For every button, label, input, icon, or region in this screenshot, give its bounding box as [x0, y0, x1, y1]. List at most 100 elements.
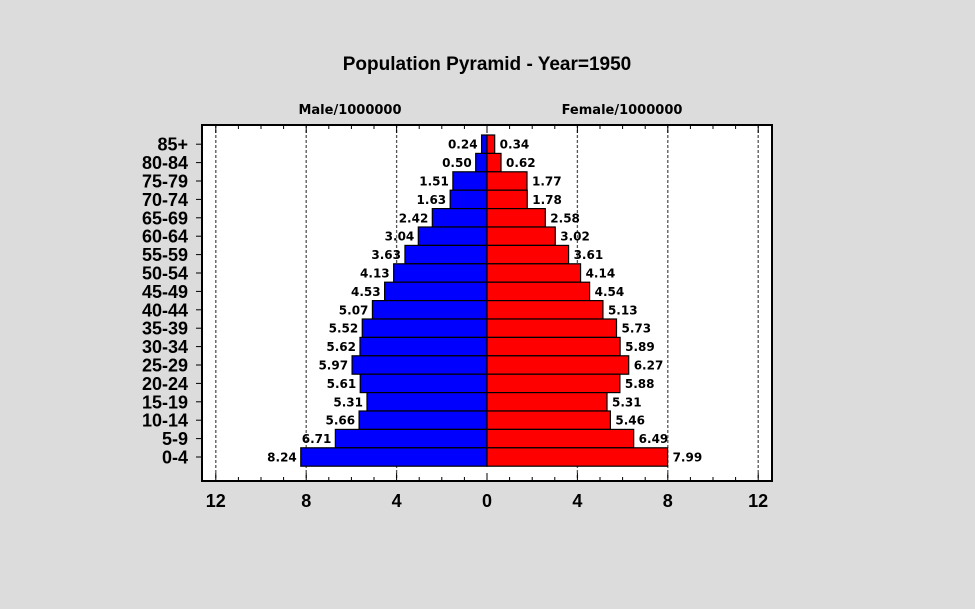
male-value-label: 5.61 [327, 377, 357, 391]
female-bar-60-64 [486, 226, 556, 246]
category-label: 80-84 [142, 153, 188, 173]
male-bar-30-34 [359, 336, 488, 357]
category-label: 55-59 [142, 245, 188, 265]
category-label: 20-24 [142, 374, 188, 394]
category-label: 40-44 [142, 300, 188, 320]
male-value-label: 5.31 [333, 395, 363, 409]
male-value-label: 4.53 [351, 285, 381, 299]
category-label: 60-64 [142, 227, 188, 247]
x-tick-label: 4 [392, 491, 402, 511]
female-bar-75-79 [486, 171, 528, 191]
female-bar-35-39 [486, 318, 618, 338]
x-tick-label: 8 [663, 491, 673, 511]
female-value-label: 5.89 [625, 340, 655, 354]
female-bar-50-54 [486, 263, 582, 283]
x-tick-label: 4 [572, 491, 582, 511]
male-bar-10-14 [358, 410, 488, 430]
category-label: 45-49 [142, 282, 188, 302]
male-bar-60-64 [417, 226, 488, 246]
male-value-label: 1.63 [417, 193, 447, 207]
male-value-label: 3.63 [371, 248, 401, 262]
male-bar-5-9 [334, 428, 488, 449]
female-value-label: 0.34 [500, 138, 530, 152]
female-value-label: 5.88 [625, 377, 655, 391]
female-bar-10-14 [486, 410, 611, 430]
female-value-label: 1.77 [532, 175, 562, 189]
category-label: 5-9 [162, 429, 188, 449]
female-value-label: 3.02 [560, 230, 590, 244]
category-label: 50-54 [142, 264, 188, 284]
female-value-label: 5.13 [608, 303, 638, 317]
male-bar-35-39 [361, 318, 488, 338]
category-label: 25-29 [142, 356, 188, 376]
male-bar-80-84 [475, 152, 488, 173]
chart-title: Population Pyramid - Year=1950 [343, 54, 631, 75]
female-value-label: 5.73 [621, 322, 651, 336]
female-bar-15-19 [486, 392, 608, 412]
plot-frame [201, 124, 773, 482]
female-bar-25-29 [486, 355, 630, 375]
female-value-label: 3.61 [574, 248, 604, 262]
male-bar-0-4 [300, 447, 488, 467]
female-bar-45-49 [486, 281, 591, 302]
category-labels: 85+80-8475-7970-7465-6960-6455-5950-5445… [142, 135, 202, 468]
male-bar-15-19 [366, 392, 488, 412]
female-value-label: 0.62 [506, 156, 536, 170]
data-labels: 0.24 0.34 0.50 0.62 1.51 1.77 1.63 1.78 2.42 2.58… [267, 138, 702, 465]
bars [300, 134, 669, 467]
female-bar-5-9 [486, 428, 635, 449]
male-bar-40-44 [371, 300, 488, 320]
male-value-label: 0.50 [442, 156, 472, 170]
x-tick-label: 0 [482, 491, 492, 511]
female-bar-0-4 [486, 447, 669, 467]
male-value-label: 5.66 [325, 414, 355, 428]
male-bar-55-59 [404, 244, 488, 265]
male-bar-70-74 [449, 189, 488, 210]
female-bar-30-34 [486, 336, 621, 357]
female-value-label: 7.99 [673, 451, 703, 465]
category-label: 35-39 [142, 319, 188, 339]
x-tick-label: 12 [206, 491, 226, 511]
male-value-label: 5.97 [318, 359, 348, 373]
female-value-label: 1.78 [532, 193, 562, 207]
male-value-label: 4.13 [360, 267, 390, 281]
male-bar-25-29 [351, 355, 488, 375]
male-value-label: 1.51 [419, 175, 449, 189]
male-value-label: 5.07 [339, 303, 369, 317]
female-bar-85+ [486, 134, 496, 154]
female-bar-80-84 [486, 152, 502, 173]
male-axis-label: Male/1000000 [298, 103, 401, 118]
female-bar-20-24 [486, 373, 621, 394]
male-bar-20-24 [359, 373, 488, 394]
male-bar-45-49 [384, 281, 488, 302]
female-axis-label: Female/1000000 [562, 103, 683, 118]
female-bar-70-74 [486, 189, 528, 210]
category-label: 15-19 [142, 392, 188, 412]
male-bar-75-79 [452, 171, 488, 191]
male-bar-65-69 [431, 208, 488, 228]
female-value-label: 6.27 [634, 359, 664, 373]
male-value-label: 2.42 [399, 211, 429, 225]
female-value-label: 5.46 [615, 414, 645, 428]
female-value-label: 2.58 [550, 211, 580, 225]
male-value-label: 8.24 [267, 451, 297, 465]
category-label: 85+ [157, 135, 188, 155]
x-axis-ticks: 12 8 4 0 4 8 12 [206, 125, 768, 511]
female-value-label: 4.54 [595, 285, 625, 299]
female-value-label: 5.31 [612, 395, 642, 409]
male-value-label: 0.24 [448, 138, 478, 152]
category-label: 30-34 [142, 337, 188, 357]
category-label: 10-14 [142, 411, 188, 431]
x-tick-label: 8 [301, 491, 311, 511]
female-bar-65-69 [486, 208, 546, 228]
male-bar-85+ [480, 134, 488, 154]
female-bar-40-44 [486, 300, 604, 320]
male-value-label: 5.52 [329, 322, 359, 336]
male-bar-50-54 [393, 263, 488, 283]
female-value-label: 6.49 [639, 432, 669, 446]
male-value-label: 6.71 [302, 432, 332, 446]
category-label: 70-74 [142, 190, 188, 210]
female-value-label: 4.14 [586, 267, 616, 281]
category-label: 0-4 [162, 448, 188, 468]
